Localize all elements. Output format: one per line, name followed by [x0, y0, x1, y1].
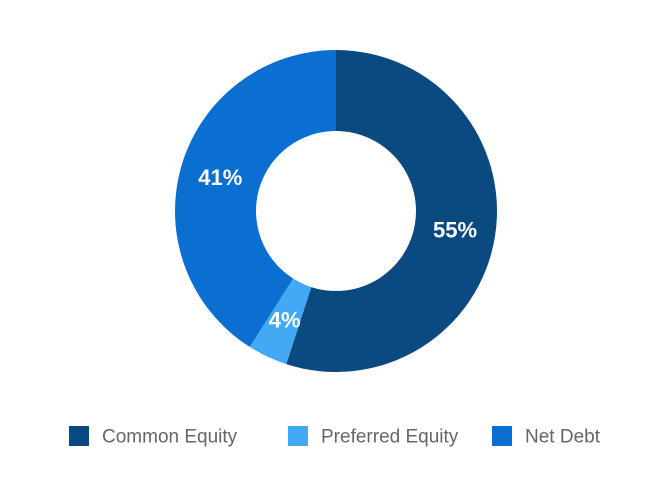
- legend-swatch: [69, 426, 89, 446]
- data-label: 4%: [269, 308, 301, 333]
- legend-label: Preferred Equity: [321, 427, 459, 448]
- donut-slice: [249, 278, 312, 365]
- donut-slice: [174, 50, 336, 347]
- data-label: 41%: [198, 165, 242, 190]
- legend-swatch: [492, 426, 512, 446]
- donut-slice: [286, 50, 498, 372]
- legend-label: Net Debt: [525, 427, 601, 448]
- legend-swatch: [288, 426, 308, 446]
- legend-label: Common Equity: [102, 427, 238, 448]
- data-label: 55%: [433, 217, 477, 242]
